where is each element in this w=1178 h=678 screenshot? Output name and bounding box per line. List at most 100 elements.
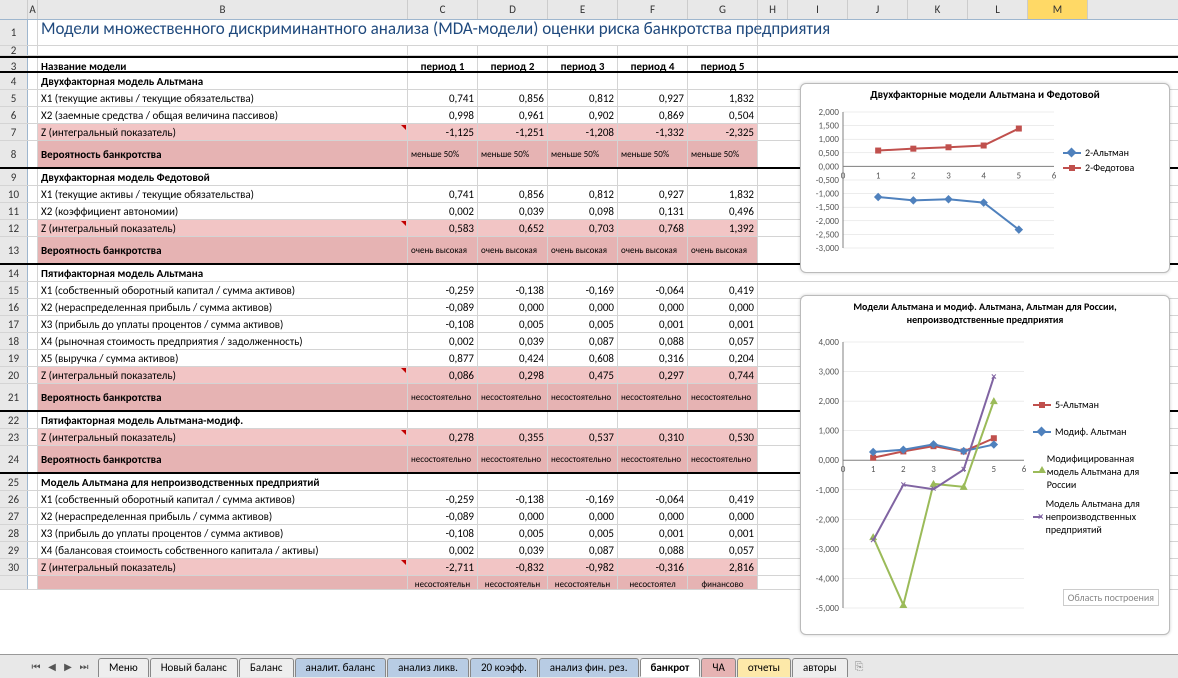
row-num[interactable]: 27 [0, 508, 28, 524]
row-num[interactable]: 24 [0, 446, 28, 472]
tab-last-icon[interactable]: ⏭ [76, 659, 92, 675]
svg-text:3: 3 [931, 464, 936, 475]
row-num[interactable]: 28 [0, 525, 28, 541]
row-num[interactable]: 11 [0, 203, 28, 219]
row-num[interactable]: 21 [0, 384, 28, 410]
col-D[interactable]: D [478, 0, 548, 19]
row-num[interactable]: 5 [0, 90, 28, 106]
chart-legend: 5-Альтман Модиф. Альтман Модифицированна… [1033, 396, 1163, 538]
row-num[interactable]: 4 [0, 73, 28, 89]
new-sheet-icon[interactable]: ⎘ [855, 660, 864, 674]
comment-indicator-icon [401, 368, 406, 373]
svg-text:-5,000: -5,000 [816, 603, 840, 614]
svg-text:-0,500: -0,500 [816, 175, 840, 186]
row-num[interactable]: 9 [0, 169, 28, 185]
tab-prev-icon[interactable]: ◀ [44, 659, 60, 675]
sheet-tab[interactable]: 20 коэфф. [470, 658, 538, 677]
col-F[interactable]: F [618, 0, 688, 19]
svg-text:×: × [991, 370, 997, 383]
row-num[interactable]: 25 [0, 474, 28, 490]
sheet-tab[interactable]: анализ ликв. [387, 658, 469, 677]
svg-text:×: × [870, 533, 876, 546]
svg-text:×: × [961, 463, 967, 476]
col-J[interactable]: J [848, 0, 908, 19]
col-L[interactable]: L [968, 0, 1028, 19]
header-p1[interactable]: период 1 [408, 58, 478, 71]
row-num[interactable]: 8 [0, 141, 28, 167]
row-num[interactable]: 18 [0, 333, 28, 349]
sheet-tab[interactable]: отчеты [737, 658, 791, 677]
svg-text:1,500: 1,500 [819, 121, 840, 132]
row-num[interactable]: 1 [0, 20, 28, 45]
col-G[interactable]: G [688, 0, 758, 19]
chart-five-factor[interactable]: Модели Альтмана и модиф. Альтмана, Альтм… [800, 295, 1170, 635]
tab-next-icon[interactable]: ▶ [60, 659, 76, 675]
row-num[interactable]: 15 [0, 282, 28, 298]
row-num[interactable]: 17 [0, 316, 28, 332]
sheet-tab[interactable]: Меню [98, 658, 149, 677]
svg-text:2,000: 2,000 [819, 107, 840, 118]
svg-text:1: 1 [871, 464, 876, 475]
row-num[interactable]: 26 [0, 491, 28, 507]
svg-text:×: × [901, 478, 907, 491]
row-num[interactable]: 22 [0, 412, 28, 428]
svg-text:-3,000: -3,000 [816, 544, 840, 555]
row-num[interactable]: 23 [0, 429, 28, 445]
row-num[interactable]: 13 [0, 237, 28, 263]
svg-text:-2,000: -2,000 [816, 514, 840, 525]
sheet-tab[interactable]: ЧА [701, 658, 735, 677]
corner-cell[interactable] [0, 0, 28, 19]
sheet-tab[interactable]: банкрот [640, 658, 701, 677]
sheet-tab[interactable]: анализ фин. рез. [539, 658, 639, 677]
page-title[interactable]: Модели множественного дискриминантного а… [38, 20, 758, 45]
header-p3[interactable]: период 3 [548, 58, 618, 71]
chart-two-factor[interactable]: Двухфакторные модели Альтмана и Федотово… [800, 83, 1170, 273]
svg-text:2: 2 [911, 170, 916, 181]
row-num[interactable]: 14 [0, 265, 28, 281]
header-p2[interactable]: период 2 [478, 58, 548, 71]
col-A[interactable]: A [28, 0, 38, 19]
header-name[interactable]: Название модели [38, 58, 408, 71]
tab-first-icon[interactable]: ⏮ [28, 659, 44, 675]
col-H[interactable]: H [758, 0, 788, 19]
plotarea-tooltip: Область построения [1063, 589, 1159, 606]
svg-text:-1,500: -1,500 [816, 202, 840, 213]
svg-text:1,000: 1,000 [819, 134, 840, 145]
row-num[interactable]: 16 [0, 299, 28, 315]
col-I[interactable]: I [788, 0, 848, 19]
sheet-tab[interactable]: авторы [792, 658, 848, 677]
chart-title: Модели Альтмана и модиф. Альтмана, Альтм… [801, 296, 1169, 326]
col-E[interactable]: E [548, 0, 618, 19]
row-num[interactable]: 7 [0, 124, 28, 140]
row-num[interactable]: 20 [0, 367, 28, 383]
row-num[interactable] [0, 576, 28, 589]
row-num[interactable]: 19 [0, 350, 28, 366]
tab-nav: ⏮ ◀ ▶ ⏭ [28, 659, 92, 675]
svg-text:0,000: 0,000 [819, 161, 840, 172]
sheet-tab[interactable]: Новый баланс [150, 658, 238, 677]
col-C[interactable]: C [408, 0, 478, 19]
chart-legend: 2-Альтман 2-Федотова [1063, 144, 1163, 176]
sheet-tab[interactable]: аналит. баланс [295, 658, 387, 677]
svg-text:5: 5 [992, 464, 997, 475]
row-num[interactable]: 3 [0, 58, 28, 71]
svg-text:-1,000: -1,000 [816, 485, 840, 496]
row-num[interactable]: 12 [0, 220, 28, 236]
col-K[interactable]: K [908, 0, 968, 19]
svg-text:4,000: 4,000 [819, 337, 840, 348]
svg-text:1: 1 [876, 170, 881, 181]
svg-text:×: × [931, 482, 937, 495]
col-M[interactable]: M [1028, 0, 1088, 19]
row-num[interactable]: 30 [0, 559, 28, 575]
header-p5[interactable]: период 5 [688, 58, 758, 71]
chart-plot: -3,000-2,500-2,000-1,500-1,000-0,5000,00… [805, 106, 1060, 266]
header-p4[interactable]: период 4 [618, 58, 688, 71]
column-headers: A B C D E F G H I J K L M [0, 0, 1178, 20]
row-num[interactable]: 29 [0, 542, 28, 558]
row-num[interactable]: 6 [0, 107, 28, 123]
row-num[interactable]: 2 [0, 46, 28, 55]
col-B[interactable]: B [38, 0, 408, 19]
model-name[interactable]: Двухфакторная модель Альтмана [38, 73, 408, 89]
row-num[interactable]: 10 [0, 186, 28, 202]
sheet-tab[interactable]: Баланс [239, 658, 294, 677]
